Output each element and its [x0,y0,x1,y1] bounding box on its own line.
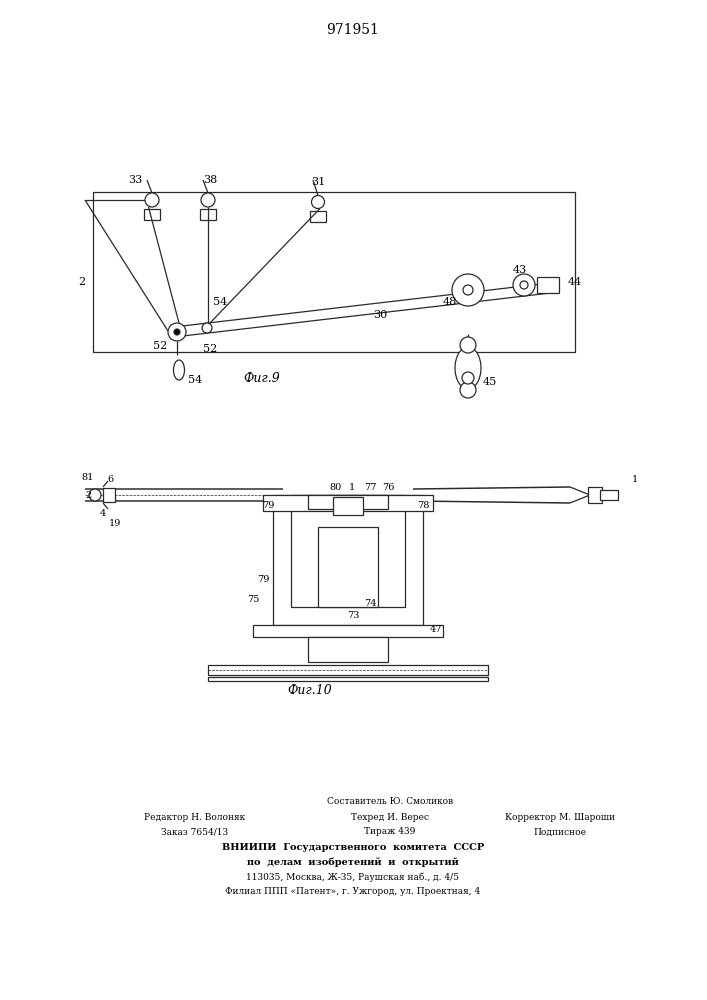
Ellipse shape [455,347,481,389]
Text: Подписное: Подписное [534,828,587,836]
Text: Фиг.10: Фиг.10 [288,684,332,696]
Circle shape [145,193,159,207]
Circle shape [452,274,484,306]
Bar [291,495,405,607]
Circle shape [202,323,212,333]
Text: Техред И. Верес: Техред И. Верес [351,812,429,822]
Bar [588,487,602,503]
Circle shape [89,489,101,501]
Text: ВНИИПИ  Государственного  комитета  СССР: ВНИИПИ Государственного комитета СССР [222,842,484,852]
Text: 77: 77 [363,483,376,491]
Circle shape [168,323,186,341]
Bar [263,495,433,511]
Text: 48: 48 [443,297,457,307]
Text: 971951: 971951 [327,23,380,37]
Text: 4: 4 [100,508,106,518]
Text: 75: 75 [247,595,259,604]
Bar [600,490,618,500]
Text: 78: 78 [417,500,429,510]
Circle shape [462,372,474,384]
Text: 73: 73 [346,610,359,619]
Text: 33: 33 [128,175,142,185]
Text: 6: 6 [107,475,113,484]
Bar [273,495,423,625]
Circle shape [463,285,473,295]
Bar [253,625,443,637]
Text: 43: 43 [513,265,527,275]
Text: 44: 44 [568,277,582,287]
Text: 47: 47 [430,626,443,635]
Bar [333,497,363,515]
Text: Филиал ППП «Патент», г. Ужгород, ул. Проектная, 4: Филиал ППП «Патент», г. Ужгород, ул. Про… [226,888,481,896]
Text: 76: 76 [382,483,395,491]
Circle shape [460,337,476,353]
Text: Тираж 439: Тираж 439 [364,828,416,836]
Text: 2: 2 [78,277,86,287]
Text: 2: 2 [85,490,91,499]
Bar [200,209,216,220]
Bar [103,488,115,502]
Text: 31: 31 [311,177,325,187]
Text: 113035, Москва, Ж-35, Раушская наб., д. 4/5: 113035, Москва, Ж-35, Раушская наб., д. … [247,872,460,882]
Circle shape [312,196,325,209]
Text: 80: 80 [330,483,342,491]
Bar [308,637,388,662]
Circle shape [513,274,535,296]
Text: 52: 52 [203,344,217,354]
Bar [308,495,388,509]
Text: Заказ 7654/13: Заказ 7654/13 [161,828,228,836]
Text: по  делам  изобретений  и  открытий: по делам изобретений и открытий [247,857,459,867]
Text: 81: 81 [82,473,94,482]
Text: 54: 54 [188,375,202,385]
Bar [310,211,326,222]
Bar [208,677,488,681]
Text: Корректор М. Шароши: Корректор М. Шароши [505,812,615,822]
Text: Фиг.9: Фиг.9 [244,371,281,384]
Bar [93,192,575,352]
Text: Редактор Н. Волоняк: Редактор Н. Волоняк [144,812,245,822]
Text: 74: 74 [363,598,376,607]
Text: 1: 1 [632,475,638,484]
Bar [318,527,378,607]
Text: 79: 79 [257,576,269,584]
Text: 19: 19 [109,518,121,528]
Bar [144,209,160,220]
Bar [537,277,559,293]
Text: 52: 52 [153,341,167,351]
Text: 38: 38 [203,175,217,185]
Text: 1: 1 [349,483,355,491]
Text: 79: 79 [262,500,274,510]
Circle shape [174,329,180,335]
Circle shape [520,281,528,289]
Polygon shape [173,283,551,337]
Ellipse shape [173,360,185,380]
Circle shape [460,382,476,398]
Text: 30: 30 [373,310,387,320]
Text: 54: 54 [213,297,227,307]
Circle shape [201,193,215,207]
Bar [208,665,488,675]
Text: Составитель Ю. Смоликов: Составитель Ю. Смоликов [327,798,453,806]
Text: 45: 45 [483,377,497,387]
